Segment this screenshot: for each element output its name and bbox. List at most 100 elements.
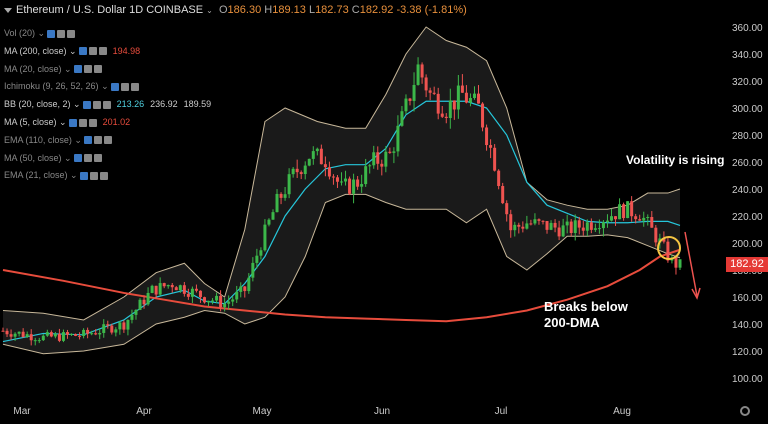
candle-body: [642, 217, 646, 221]
indicator-label: EMA (110, close): [4, 134, 72, 145]
indicator-value: 194.98: [112, 45, 141, 56]
candle-body: [537, 219, 541, 221]
price-tag: 182.92: [726, 257, 768, 272]
chevron-down-icon[interactable]: ⌄: [56, 117, 67, 127]
candle-body: [549, 222, 553, 230]
symbol-name[interactable]: Ethereum / U.S. Dollar: [16, 4, 127, 16]
close-icon[interactable]: [93, 154, 102, 163]
y-tick-label: 200.00: [732, 239, 763, 250]
chevron-down-icon[interactable]: ⌄: [98, 81, 109, 92]
down-arrow: [684, 231, 698, 297]
candle-body: [517, 224, 521, 227]
settings-icon[interactable]: [120, 83, 129, 92]
chevron-down-icon[interactable]: ⌄: [206, 6, 213, 15]
visibility-icon[interactable]: [79, 172, 88, 181]
candle-body: [509, 214, 513, 231]
candle-body: [17, 331, 21, 334]
candle-body: [654, 227, 658, 243]
candle-body: [464, 92, 468, 103]
close-icon[interactable]: [67, 29, 76, 38]
candle-body: [291, 168, 295, 175]
visibility-icon[interactable]: [83, 136, 92, 145]
candle-body: [392, 151, 396, 153]
close-label: C: [351, 4, 360, 16]
visibility-icon[interactable]: [82, 100, 91, 109]
close-icon[interactable]: [98, 47, 107, 56]
settings-icon[interactable]: [89, 172, 98, 181]
visibility-icon[interactable]: [78, 47, 87, 56]
highlight-circle: [657, 236, 681, 260]
visibility-icon[interactable]: [110, 83, 119, 92]
settings-icon[interactable]: [83, 154, 92, 163]
bb-fill: [3, 27, 680, 354]
close-icon[interactable]: [102, 100, 111, 109]
indicator-row[interactable]: MA (200, close) ⌄ 194.98: [4, 44, 140, 58]
close-icon[interactable]: [103, 136, 112, 145]
candle-body: [448, 100, 452, 119]
candle-body: [134, 309, 138, 315]
chevron-down-icon[interactable]: ⌄: [61, 63, 72, 74]
indicator-row[interactable]: MA (5, close) ⌄ 201.02: [4, 115, 130, 129]
chevron-down-icon[interactable]: ⌄: [71, 134, 82, 145]
bb-lower: [2, 193, 681, 355]
candle-body: [49, 332, 53, 337]
indicator-row[interactable]: MA (20, close) ⌄: [4, 62, 102, 76]
candle-body: [13, 333, 17, 337]
candle-body: [94, 333, 98, 335]
candle-body: [207, 300, 211, 303]
close-icon[interactable]: [130, 83, 139, 92]
interval[interactable]: 1D: [129, 4, 144, 16]
chevron-down-icon[interactable]: ⌄: [61, 152, 72, 163]
visibility-icon[interactable]: [47, 29, 56, 38]
candle-body: [29, 334, 33, 341]
candle-body: [589, 222, 593, 230]
candle-body: [190, 288, 194, 297]
candle-body: [331, 176, 335, 178]
candle-body: [424, 77, 428, 91]
indicator-row[interactable]: Vol (20) ⌄: [4, 26, 76, 40]
candle-body: [501, 186, 505, 204]
candle-body: [138, 299, 142, 310]
indicator-row[interactable]: BB (20, close, 2) ⌄ 213.26 236.92 189.59: [4, 97, 211, 111]
ma200-path: [2, 248, 681, 323]
candle-body: [468, 98, 472, 103]
candle-body: [396, 125, 400, 152]
settings-icon[interactable]: [83, 65, 92, 74]
close-icon[interactable]: [99, 172, 108, 181]
indicator-label: MA (50, close): [4, 152, 62, 163]
chevron-down-icon[interactable]: ⌄: [66, 45, 77, 56]
settings-icon[interactable]: [57, 29, 66, 38]
settings-icon[interactable]: [740, 406, 750, 416]
x-tick-label: Jul: [495, 406, 508, 417]
candle-body: [271, 212, 275, 220]
settings-icon[interactable]: [92, 100, 101, 109]
settings-icon[interactable]: [78, 118, 87, 127]
chevron-down-icon[interactable]: ⌄: [67, 170, 78, 181]
indicator-row[interactable]: EMA (21, close) ⌄: [4, 168, 108, 182]
candle-body: [360, 184, 364, 187]
settings-icon[interactable]: [88, 47, 97, 56]
candle-body: [98, 332, 102, 335]
candle-body: [37, 340, 41, 342]
visibility-icon[interactable]: [73, 65, 82, 74]
y-axis: 360.00 340.00 320.00 300.00 280.00 260.00 240.…: [732, 23, 763, 385]
chevron-down-icon[interactable]: ⌄: [70, 99, 81, 110]
indicator-row[interactable]: EMA (110, close) ⌄: [4, 133, 112, 147]
close-icon[interactable]: [88, 118, 97, 127]
indicator-row[interactable]: MA (50, close) ⌄: [4, 151, 102, 165]
candle-body: [247, 277, 251, 292]
chevron-down-icon[interactable]: ⌄: [35, 28, 46, 38]
exchange: COINBASE: [146, 4, 204, 16]
indicator-row[interactable]: Ichimoku (9, 26, 52, 26) ⌄: [4, 79, 139, 93]
change-value: -3.38 (-1.81%): [396, 4, 467, 16]
candle-body: [472, 93, 476, 99]
settings-icon[interactable]: [93, 136, 102, 145]
visibility-icon[interactable]: [73, 154, 82, 163]
high-value: 189.13: [272, 4, 306, 16]
collapse-icon[interactable]: [4, 7, 12, 13]
visibility-icon[interactable]: [68, 118, 77, 127]
indicator-value: 213.26: [116, 99, 145, 110]
candle-body: [384, 151, 388, 167]
close-icon[interactable]: [93, 65, 102, 74]
